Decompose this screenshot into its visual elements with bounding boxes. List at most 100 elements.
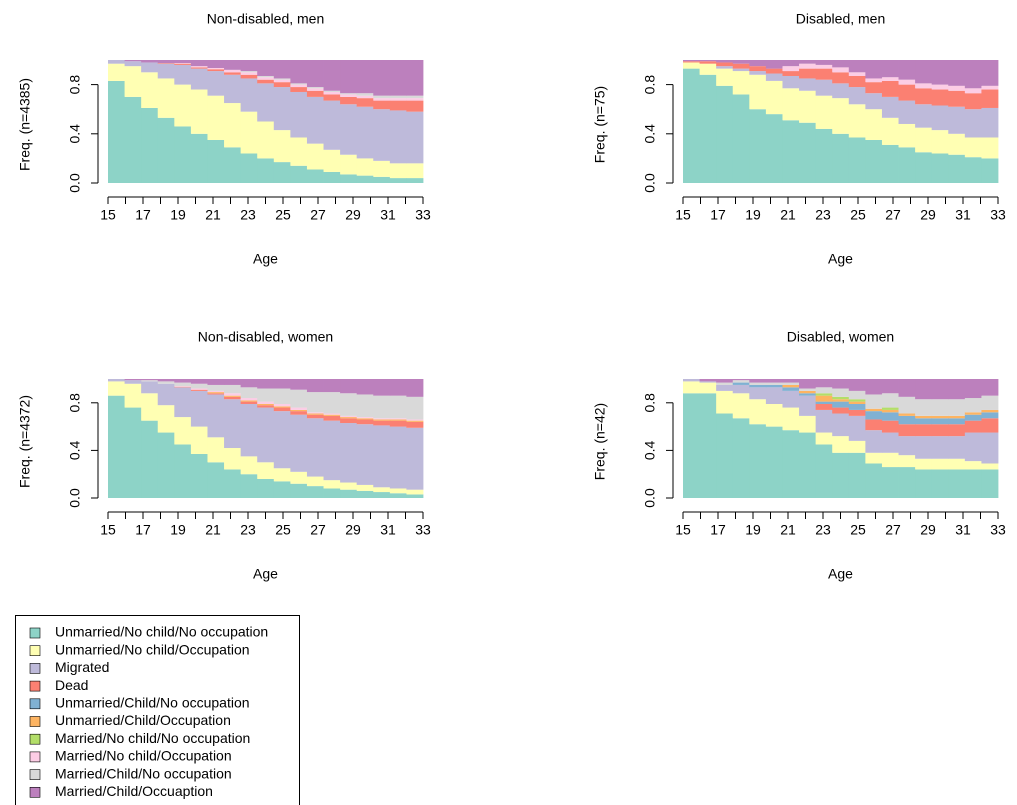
state-segment — [964, 379, 982, 399]
state-segment — [306, 412, 324, 414]
state-segment — [141, 72, 159, 108]
state-segment — [323, 60, 341, 91]
state-segment — [765, 379, 783, 383]
y-tick-label: 0.8 — [642, 393, 658, 413]
state-segment — [915, 104, 933, 128]
state-segment — [323, 171, 341, 183]
state-segment — [716, 390, 734, 414]
state-segment — [881, 96, 899, 118]
x-tick-label: 15 — [675, 522, 691, 538]
state-segment — [865, 419, 883, 431]
state-segment — [782, 75, 800, 89]
state-segment — [141, 380, 159, 382]
state-segment — [765, 403, 783, 427]
state-segment — [406, 494, 424, 498]
state-segment — [290, 91, 308, 138]
state-segment — [948, 133, 966, 155]
state-segment — [716, 413, 734, 498]
state-segment — [373, 100, 391, 110]
state-segment — [174, 417, 192, 445]
state-segment — [848, 87, 866, 105]
state-segment — [373, 60, 391, 96]
state-segment — [207, 384, 225, 391]
state-segment — [174, 386, 192, 388]
state-segment — [898, 415, 916, 425]
state-segment — [174, 64, 192, 85]
state-segment — [915, 60, 933, 84]
state-segment — [141, 420, 159, 498]
state-segment — [832, 60, 850, 68]
legend-swatch — [29, 733, 41, 745]
state-segment — [898, 455, 916, 468]
state-segment — [323, 149, 341, 172]
y-tick-label: 0.4 — [67, 440, 83, 460]
legend-swatch — [29, 786, 41, 798]
state-segment — [815, 395, 833, 402]
state-segment — [881, 144, 899, 183]
state-segment — [356, 106, 374, 159]
state-segment — [782, 88, 800, 121]
state-segment — [257, 121, 275, 159]
state-segment — [356, 158, 374, 176]
state-segment — [981, 469, 999, 498]
state-segment — [848, 399, 866, 402]
state-segment — [915, 127, 933, 153]
state-segment — [881, 117, 899, 145]
state-segment — [948, 415, 966, 419]
state-segment — [306, 96, 324, 144]
state-segment — [240, 474, 258, 498]
state-segment — [765, 60, 783, 69]
y-tick-label: 0.0 — [67, 488, 83, 508]
state-segment — [207, 139, 225, 183]
state-segment — [406, 111, 424, 164]
state-segment — [964, 109, 982, 138]
state-segment — [865, 78, 883, 83]
chart-title: Non-disabled, men — [207, 11, 325, 27]
state-segment — [799, 78, 817, 91]
y-tick-label: 0.4 — [67, 124, 83, 144]
state-segment — [207, 60, 225, 68]
state-segment — [224, 384, 242, 394]
state-segment — [782, 60, 800, 67]
state-segment — [832, 133, 850, 183]
state-segment — [981, 409, 999, 413]
x-tick-label: 23 — [815, 207, 831, 223]
state-segment — [323, 420, 341, 481]
y-axis-label: Freq. (n=75) — [592, 86, 608, 163]
state-segment — [373, 176, 391, 183]
y-tick-label: 0.0 — [642, 173, 658, 193]
state-segment — [174, 84, 192, 127]
state-segment — [683, 61, 700, 63]
state-segment — [306, 90, 324, 97]
state-segment — [881, 379, 899, 394]
chart-title: Disabled, women — [787, 329, 894, 345]
x-tick-label: 21 — [780, 207, 796, 223]
state-segment — [931, 399, 949, 416]
state-segment — [964, 469, 982, 498]
state-segment — [290, 84, 308, 88]
state-segment — [683, 60, 700, 62]
state-segment — [832, 436, 850, 453]
state-segment — [948, 379, 966, 400]
state-segment — [915, 88, 933, 105]
state-segment — [373, 95, 391, 99]
state-segment — [323, 413, 341, 415]
state-segment — [373, 487, 391, 493]
state-segment — [340, 393, 358, 416]
state-segment — [141, 393, 159, 421]
state-segment — [124, 407, 142, 498]
state-segment — [124, 379, 142, 381]
state-segment — [290, 414, 308, 472]
state-segment — [716, 384, 734, 391]
state-segment — [948, 469, 966, 498]
y-tick-label: 0.8 — [67, 75, 83, 95]
state-segment — [782, 120, 800, 183]
state-segment — [732, 63, 750, 69]
state-segment — [832, 413, 850, 437]
state-segment — [224, 103, 242, 148]
state-segment — [683, 62, 700, 69]
state-segment — [799, 90, 817, 123]
state-segment — [832, 72, 850, 84]
state-segment — [732, 382, 750, 385]
state-segment — [389, 178, 407, 183]
